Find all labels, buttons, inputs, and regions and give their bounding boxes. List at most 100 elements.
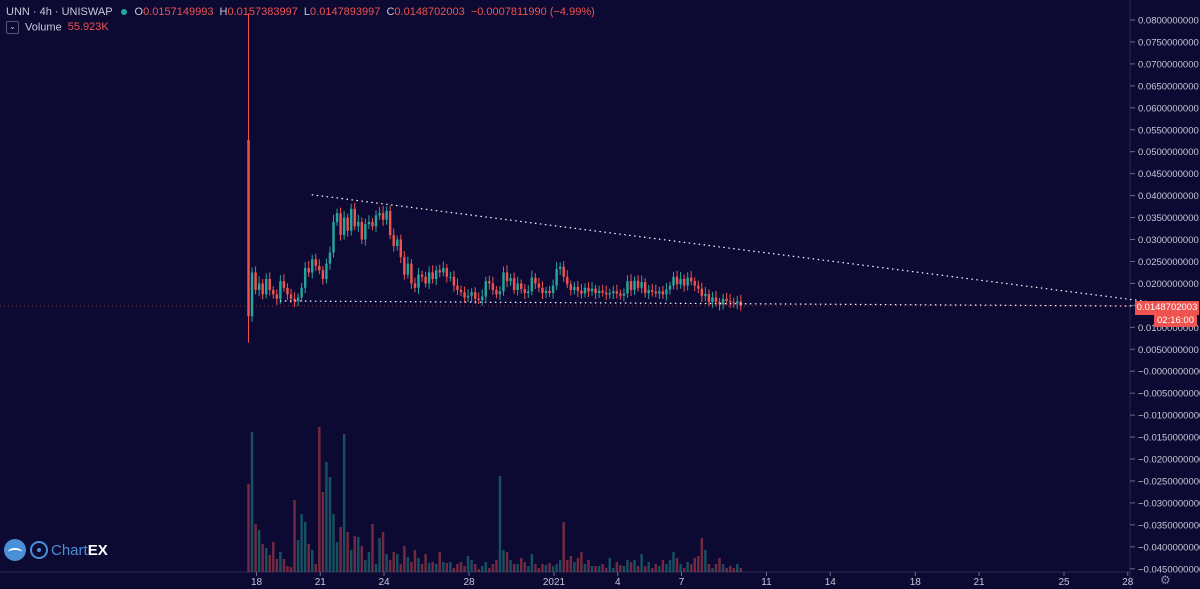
candle-body [643,282,647,294]
y-tick-label: 0.0750000000 [1138,37,1199,48]
volume-bar [718,558,721,572]
y-tick-label: 0.0050000000 [1138,345,1199,356]
candle-body [661,291,665,295]
candle-body [537,283,541,288]
volume-bar [477,569,480,572]
candle-body [413,283,417,288]
candle-body [682,279,686,286]
volume-value: 55.923K [67,21,109,34]
volume-bar [640,554,643,572]
gear-icon[interactable]: ⚙ [1160,573,1171,587]
candle-body [303,268,307,288]
volume-bar [682,568,686,572]
candle-body [541,287,544,294]
volume-bar [328,477,332,572]
volume-bar [279,552,282,572]
candle-body [689,277,693,282]
candle-body [254,272,257,290]
volume-bar [619,565,622,572]
x-tick-label: 25 [1058,577,1070,588]
candle-body [498,291,502,295]
volume-bar [739,568,743,572]
crosshair-icon [30,541,48,559]
candle-body [459,289,463,293]
volume-bar [544,565,548,572]
volume-bar [385,554,388,572]
collapse-chevron-icon[interactable]: ⌄ [6,21,19,34]
volume-bar [307,544,310,572]
candle-body [342,217,346,236]
low-label: L [303,6,311,18]
candle-body [332,221,335,253]
open-value: 0.0157149993 [143,6,214,18]
candle-body [396,239,399,247]
volume-bar [403,546,406,572]
candle-body [321,270,325,280]
y-tick-label: −0.0400000000 [1138,542,1200,553]
y-tick-label: 0.0600000000 [1138,103,1199,114]
candle-body [470,292,473,296]
candle-body [619,293,622,296]
candle-body [604,292,608,295]
candle-body [360,221,364,240]
volume-bar [590,566,594,572]
volume-bar [318,427,321,572]
volume-bar [250,432,254,572]
symbol-label[interactable]: UNN · 4h · UNISWAP [6,6,113,18]
volume-bar [689,564,693,572]
y-tick-label: −0.0050000000 [1138,389,1200,400]
y-tick-label: 0.0400000000 [1138,191,1199,202]
candle-body [509,278,512,282]
y-tick-label: −0.0450000000 [1138,564,1200,575]
volume-bar [675,558,679,572]
volume-bar [633,560,636,572]
x-tick-label: 28 [1122,577,1134,588]
volume-bar [342,434,346,572]
candle-body [353,208,356,227]
candle-body [272,289,275,295]
candle-body [346,217,349,231]
volume-bar [629,562,633,572]
volume-bar [495,560,498,572]
candle-body [640,282,643,288]
candle-body [711,297,714,303]
volume-bar [516,564,519,572]
market-status-dot-icon [120,8,127,15]
volume-bar [498,476,502,572]
volume-bar [491,564,495,572]
candle-body [314,259,318,266]
candle-body [300,287,303,298]
volume-bar [672,552,675,572]
volume-bar [604,568,608,572]
volume-bar [548,563,551,572]
y-tick-label: 0.0350000000 [1138,213,1199,224]
candle-body [527,291,530,294]
y-tick-label: 0.0250000000 [1138,257,1199,268]
candle-body [463,292,466,298]
candle-body [381,213,385,220]
candle-body [626,281,629,294]
volume-bar [445,563,449,572]
volume-bar [325,462,328,572]
volume-bar [668,560,672,572]
candle-body [449,276,452,278]
candle-body [530,277,534,292]
y-tick-label: 0.0200000000 [1138,279,1199,290]
chartex-logo-icon [4,539,26,561]
volume-bar [463,566,466,572]
volume-bar [335,542,339,572]
x-tick-label: 7 [679,577,685,588]
candle-body [399,239,403,258]
candle-body [686,277,689,286]
volume-legend: ⌄ Volume 55.923K [6,21,109,34]
candle-body [679,279,682,285]
candle-body [438,270,441,273]
volume-bar [371,524,374,572]
candle-body [417,274,420,288]
candle-body [516,283,519,290]
chartex-logo[interactable]: Chart EX [4,539,108,561]
volume-label[interactable]: Volume [25,21,62,34]
volume-bar [272,542,275,572]
